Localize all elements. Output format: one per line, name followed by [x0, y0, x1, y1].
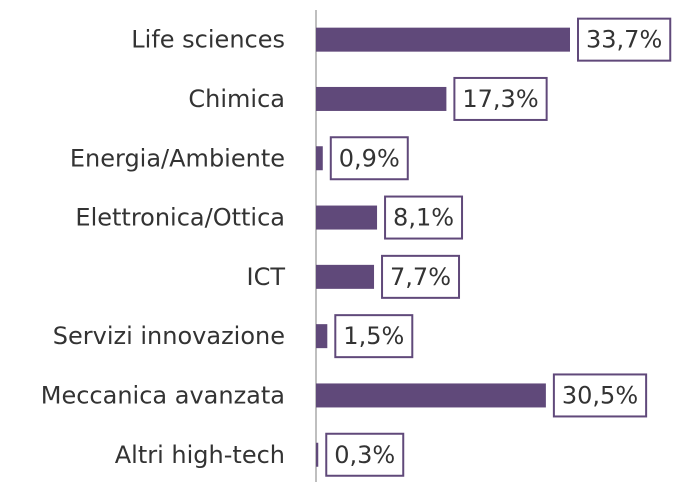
data-label: 7,7%	[390, 263, 451, 291]
y-tick-label: Meccanica avanzata	[41, 381, 285, 409]
data-label: 33,7%	[586, 26, 662, 54]
y-tick-label: Energia/Ambiente	[70, 144, 285, 172]
y-tick-label: ICT	[247, 263, 286, 291]
y-tick-label: Chimica	[188, 85, 285, 113]
data-label: 1,5%	[343, 322, 404, 350]
bar	[316, 27, 570, 52]
bar	[316, 86, 447, 111]
bar	[316, 324, 328, 349]
y-tick-label: Servizi innovazione	[53, 322, 285, 350]
data-label: 8,1%	[393, 204, 454, 232]
bar	[316, 442, 319, 467]
bar	[316, 264, 375, 289]
y-tick-label: Elettronica/Ottica	[75, 204, 285, 232]
data-label: 17,3%	[462, 85, 538, 113]
data-label-box	[552, 373, 648, 418]
data-label-box	[577, 17, 672, 62]
bar	[316, 383, 546, 408]
data-label: 0,3%	[334, 441, 395, 469]
y-tick-label: Life sciences	[131, 26, 285, 54]
data-label-box	[325, 432, 405, 477]
bar	[316, 146, 323, 171]
data-label-box	[384, 195, 464, 240]
data-label: 30,5%	[562, 381, 638, 409]
y-tick-label: Altri high-tech	[115, 441, 285, 469]
data-label: 0,9%	[339, 144, 400, 172]
bar	[316, 205, 378, 230]
data-label-box	[381, 254, 461, 299]
data-label-box	[329, 136, 409, 181]
data-label-box	[453, 76, 548, 121]
data-label-box	[334, 314, 414, 359]
